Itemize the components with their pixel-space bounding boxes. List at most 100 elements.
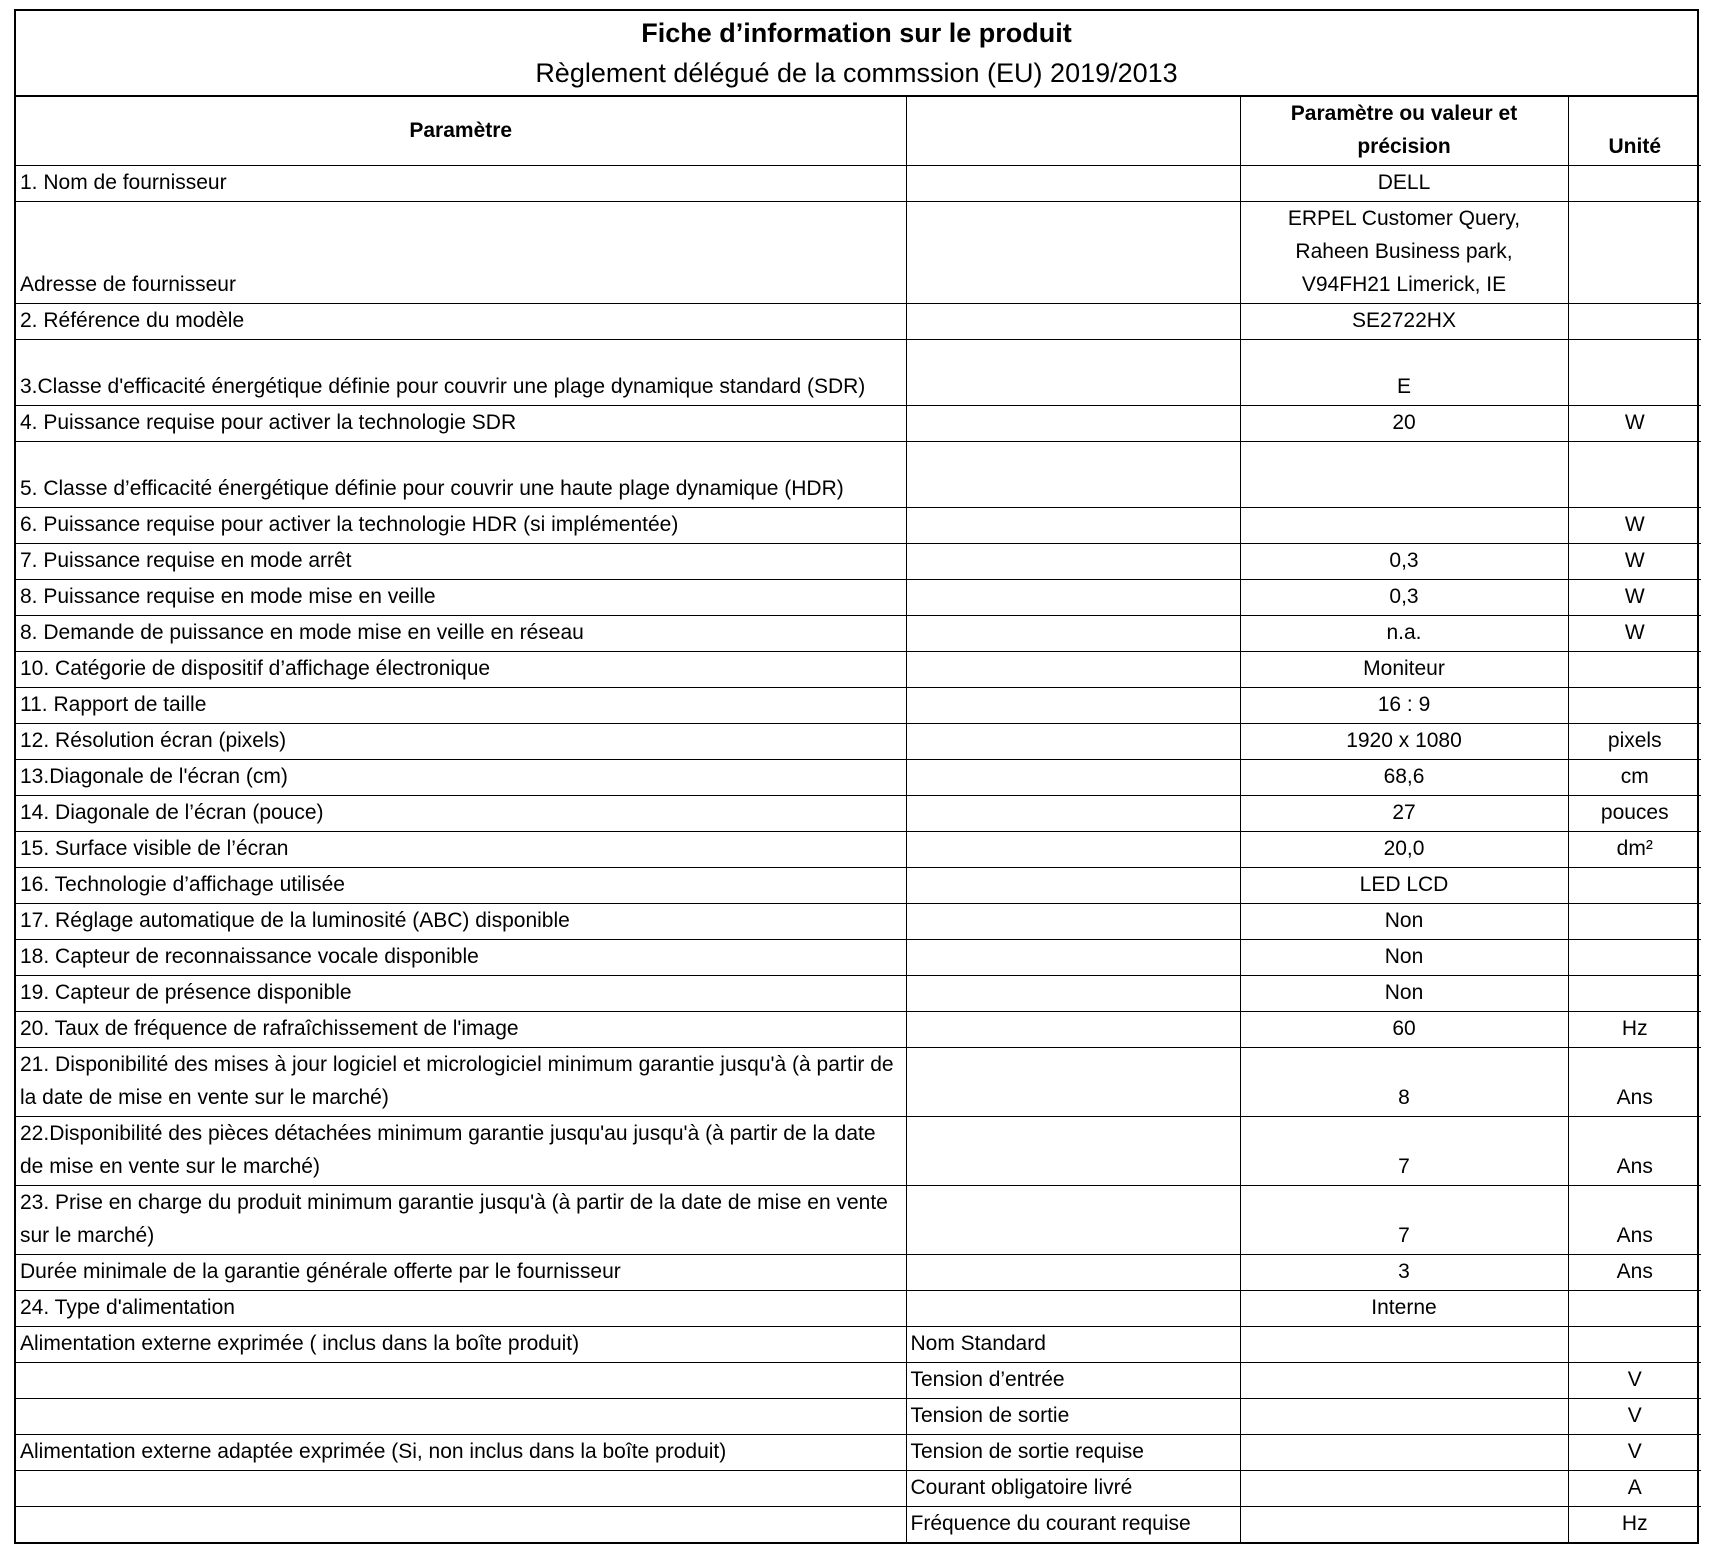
sheet-title: Fiche d’information sur le produit bbox=[641, 18, 1072, 48]
table-row: 20. Taux de fréquence de rafraîchissemen… bbox=[16, 1011, 1701, 1048]
cell-parameter: 3.Classe d'efficacité énergétique défini… bbox=[16, 339, 907, 406]
cell-unit: A bbox=[1567, 1470, 1701, 1507]
cell-unit bbox=[1567, 903, 1701, 940]
cell-value: Interne bbox=[1239, 1290, 1569, 1327]
cell-value bbox=[1239, 1470, 1569, 1507]
cell-sub bbox=[905, 1254, 1241, 1291]
title-block: Fiche d’information sur le produit Règle… bbox=[16, 11, 1697, 97]
cell-parameter: 23. Prise en charge du produit minimum g… bbox=[16, 1185, 907, 1255]
table-row: 3.Classe d'efficacité énergétique défini… bbox=[16, 339, 1701, 406]
table-row: Tension de sortie V bbox=[16, 1398, 1701, 1435]
cell-parameter: 18. Capteur de reconnaissance vocale dis… bbox=[16, 939, 907, 976]
cell-parameter: 2. Référence du modèle bbox=[16, 303, 907, 340]
cell-parameter: 14. Diagonale de l’écran (pouce) bbox=[16, 795, 907, 832]
table-row: Alimentation externe adaptée exprimée (S… bbox=[16, 1434, 1701, 1471]
table-row: 7. Puissance requise en mode arrêt 0,3 W bbox=[16, 543, 1701, 580]
cell-parameter: 6. Puissance requise pour activer la tec… bbox=[16, 507, 907, 544]
table-header-row: Paramètre Paramètre ou valeur et précisi… bbox=[16, 97, 1701, 166]
cell-sub bbox=[905, 1290, 1241, 1327]
cell-sub bbox=[905, 615, 1241, 652]
cell-value bbox=[1239, 1362, 1569, 1399]
cell-sub bbox=[905, 579, 1241, 616]
cell-unit bbox=[1567, 441, 1701, 508]
table-row: 18. Capteur de reconnaissance vocale dis… bbox=[16, 939, 1701, 976]
table-row: Tension d’entrée V bbox=[16, 1362, 1701, 1399]
cell-unit bbox=[1567, 1290, 1701, 1327]
cell-parameter: 8. Demande de puissance en mode mise en … bbox=[16, 615, 907, 652]
cell-parameter: 21. Disponibilité des mises à jour logic… bbox=[16, 1047, 907, 1117]
cell-parameter: Alimentation externe adaptée exprimée (S… bbox=[16, 1434, 907, 1471]
cell-value bbox=[1239, 507, 1569, 544]
cell-parameter: 19. Capteur de présence disponible bbox=[16, 975, 907, 1012]
cell-sub bbox=[905, 1047, 1241, 1117]
cell-unit: Ans bbox=[1567, 1047, 1701, 1117]
cell-parameter: 17. Réglage automatique de la luminosité… bbox=[16, 903, 907, 940]
cell-unit bbox=[1567, 339, 1701, 406]
table-row: 10. Catégorie de dispositif d’affichage … bbox=[16, 651, 1701, 688]
cell-value: 1920 x 1080 bbox=[1239, 723, 1569, 760]
cell-sub bbox=[905, 687, 1241, 724]
cell-unit: W bbox=[1567, 507, 1701, 544]
cell-sub bbox=[905, 903, 1241, 940]
cell-sub bbox=[905, 1116, 1241, 1186]
cell-value: 0,3 bbox=[1239, 543, 1569, 580]
table-row: Courant obligatoire livré A bbox=[16, 1470, 1701, 1507]
cell-sub bbox=[905, 831, 1241, 868]
cell-value: ERPEL Customer Query, Raheen Business pa… bbox=[1239, 201, 1569, 304]
table-row: Alimentation externe exprimée ( inclus d… bbox=[16, 1326, 1701, 1363]
cell-value: 8 bbox=[1239, 1047, 1569, 1117]
cell-value: Non bbox=[1239, 939, 1569, 976]
cell-unit bbox=[1567, 867, 1701, 904]
cell-sub bbox=[905, 723, 1241, 760]
cell-unit: W bbox=[1567, 615, 1701, 652]
cell-value bbox=[1239, 1398, 1569, 1435]
table-row: 4. Puissance requise pour activer la tec… bbox=[16, 405, 1701, 442]
cell-unit: dm² bbox=[1567, 831, 1701, 868]
cell-value bbox=[1239, 1434, 1569, 1471]
table-row: 19. Capteur de présence disponible Non bbox=[16, 975, 1701, 1012]
cell-parameter: Adresse de fournisseur bbox=[16, 201, 907, 304]
cell-sub bbox=[905, 405, 1241, 442]
cell-unit: Hz bbox=[1567, 1506, 1701, 1542]
cell-sub bbox=[905, 759, 1241, 796]
table-row: 15. Surface visible de l’écran 20,0 dm² bbox=[16, 831, 1701, 868]
cell-sub bbox=[905, 867, 1241, 904]
header-sub bbox=[905, 97, 1241, 166]
cell-parameter: 10. Catégorie de dispositif d’affichage … bbox=[16, 651, 907, 688]
cell-value: Non bbox=[1239, 903, 1569, 940]
table-row: 23. Prise en charge du produit minimum g… bbox=[16, 1185, 1701, 1255]
cell-parameter: 24. Type d'alimentation bbox=[16, 1290, 907, 1327]
cell-sub: Tension d’entrée bbox=[905, 1362, 1241, 1399]
cell-value: n.a. bbox=[1239, 615, 1569, 652]
cell-parameter bbox=[16, 1470, 907, 1507]
cell-parameter bbox=[16, 1362, 907, 1399]
cell-parameter bbox=[16, 1506, 907, 1542]
cell-unit: V bbox=[1567, 1362, 1701, 1399]
cell-value bbox=[1239, 1326, 1569, 1363]
cell-parameter: 8. Puissance requise en mode mise en vei… bbox=[16, 579, 907, 616]
cell-value: 20 bbox=[1239, 405, 1569, 442]
cell-sub bbox=[905, 507, 1241, 544]
header-parameter: Paramètre bbox=[16, 97, 907, 166]
cell-parameter: 22.Disponibilité des pièces détachées mi… bbox=[16, 1116, 907, 1186]
cell-unit: cm bbox=[1567, 759, 1701, 796]
table-row: 12. Résolution écran (pixels) 1920 x 1080… bbox=[16, 723, 1701, 760]
cell-unit: Ans bbox=[1567, 1116, 1701, 1186]
cell-parameter: 13.Diagonale de l'écran (cm) bbox=[16, 759, 907, 796]
cell-parameter: 1. Nom de fournisseur bbox=[16, 165, 907, 202]
table-row: 1. Nom de fournisseur DELL bbox=[16, 165, 1701, 202]
cell-value: LED LCD bbox=[1239, 867, 1569, 904]
product-information-sheet: Fiche d’information sur le produit Règle… bbox=[14, 9, 1701, 1544]
table-row: 6. Puissance requise pour activer la tec… bbox=[16, 507, 1701, 544]
cell-unit bbox=[1567, 165, 1701, 202]
cell-parameter: 15. Surface visible de l’écran bbox=[16, 831, 907, 868]
table-row: 2. Référence du modèle SE2722HX bbox=[16, 303, 1701, 340]
cell-value: E bbox=[1239, 339, 1569, 406]
cell-value: Non bbox=[1239, 975, 1569, 1012]
cell-value: 7 bbox=[1239, 1116, 1569, 1186]
cell-unit bbox=[1567, 1326, 1701, 1363]
cell-sub bbox=[905, 975, 1241, 1012]
table-row: 14. Diagonale de l’écran (pouce) 27 pouces bbox=[16, 795, 1701, 832]
cell-value: Moniteur bbox=[1239, 651, 1569, 688]
cell-sub bbox=[905, 543, 1241, 580]
